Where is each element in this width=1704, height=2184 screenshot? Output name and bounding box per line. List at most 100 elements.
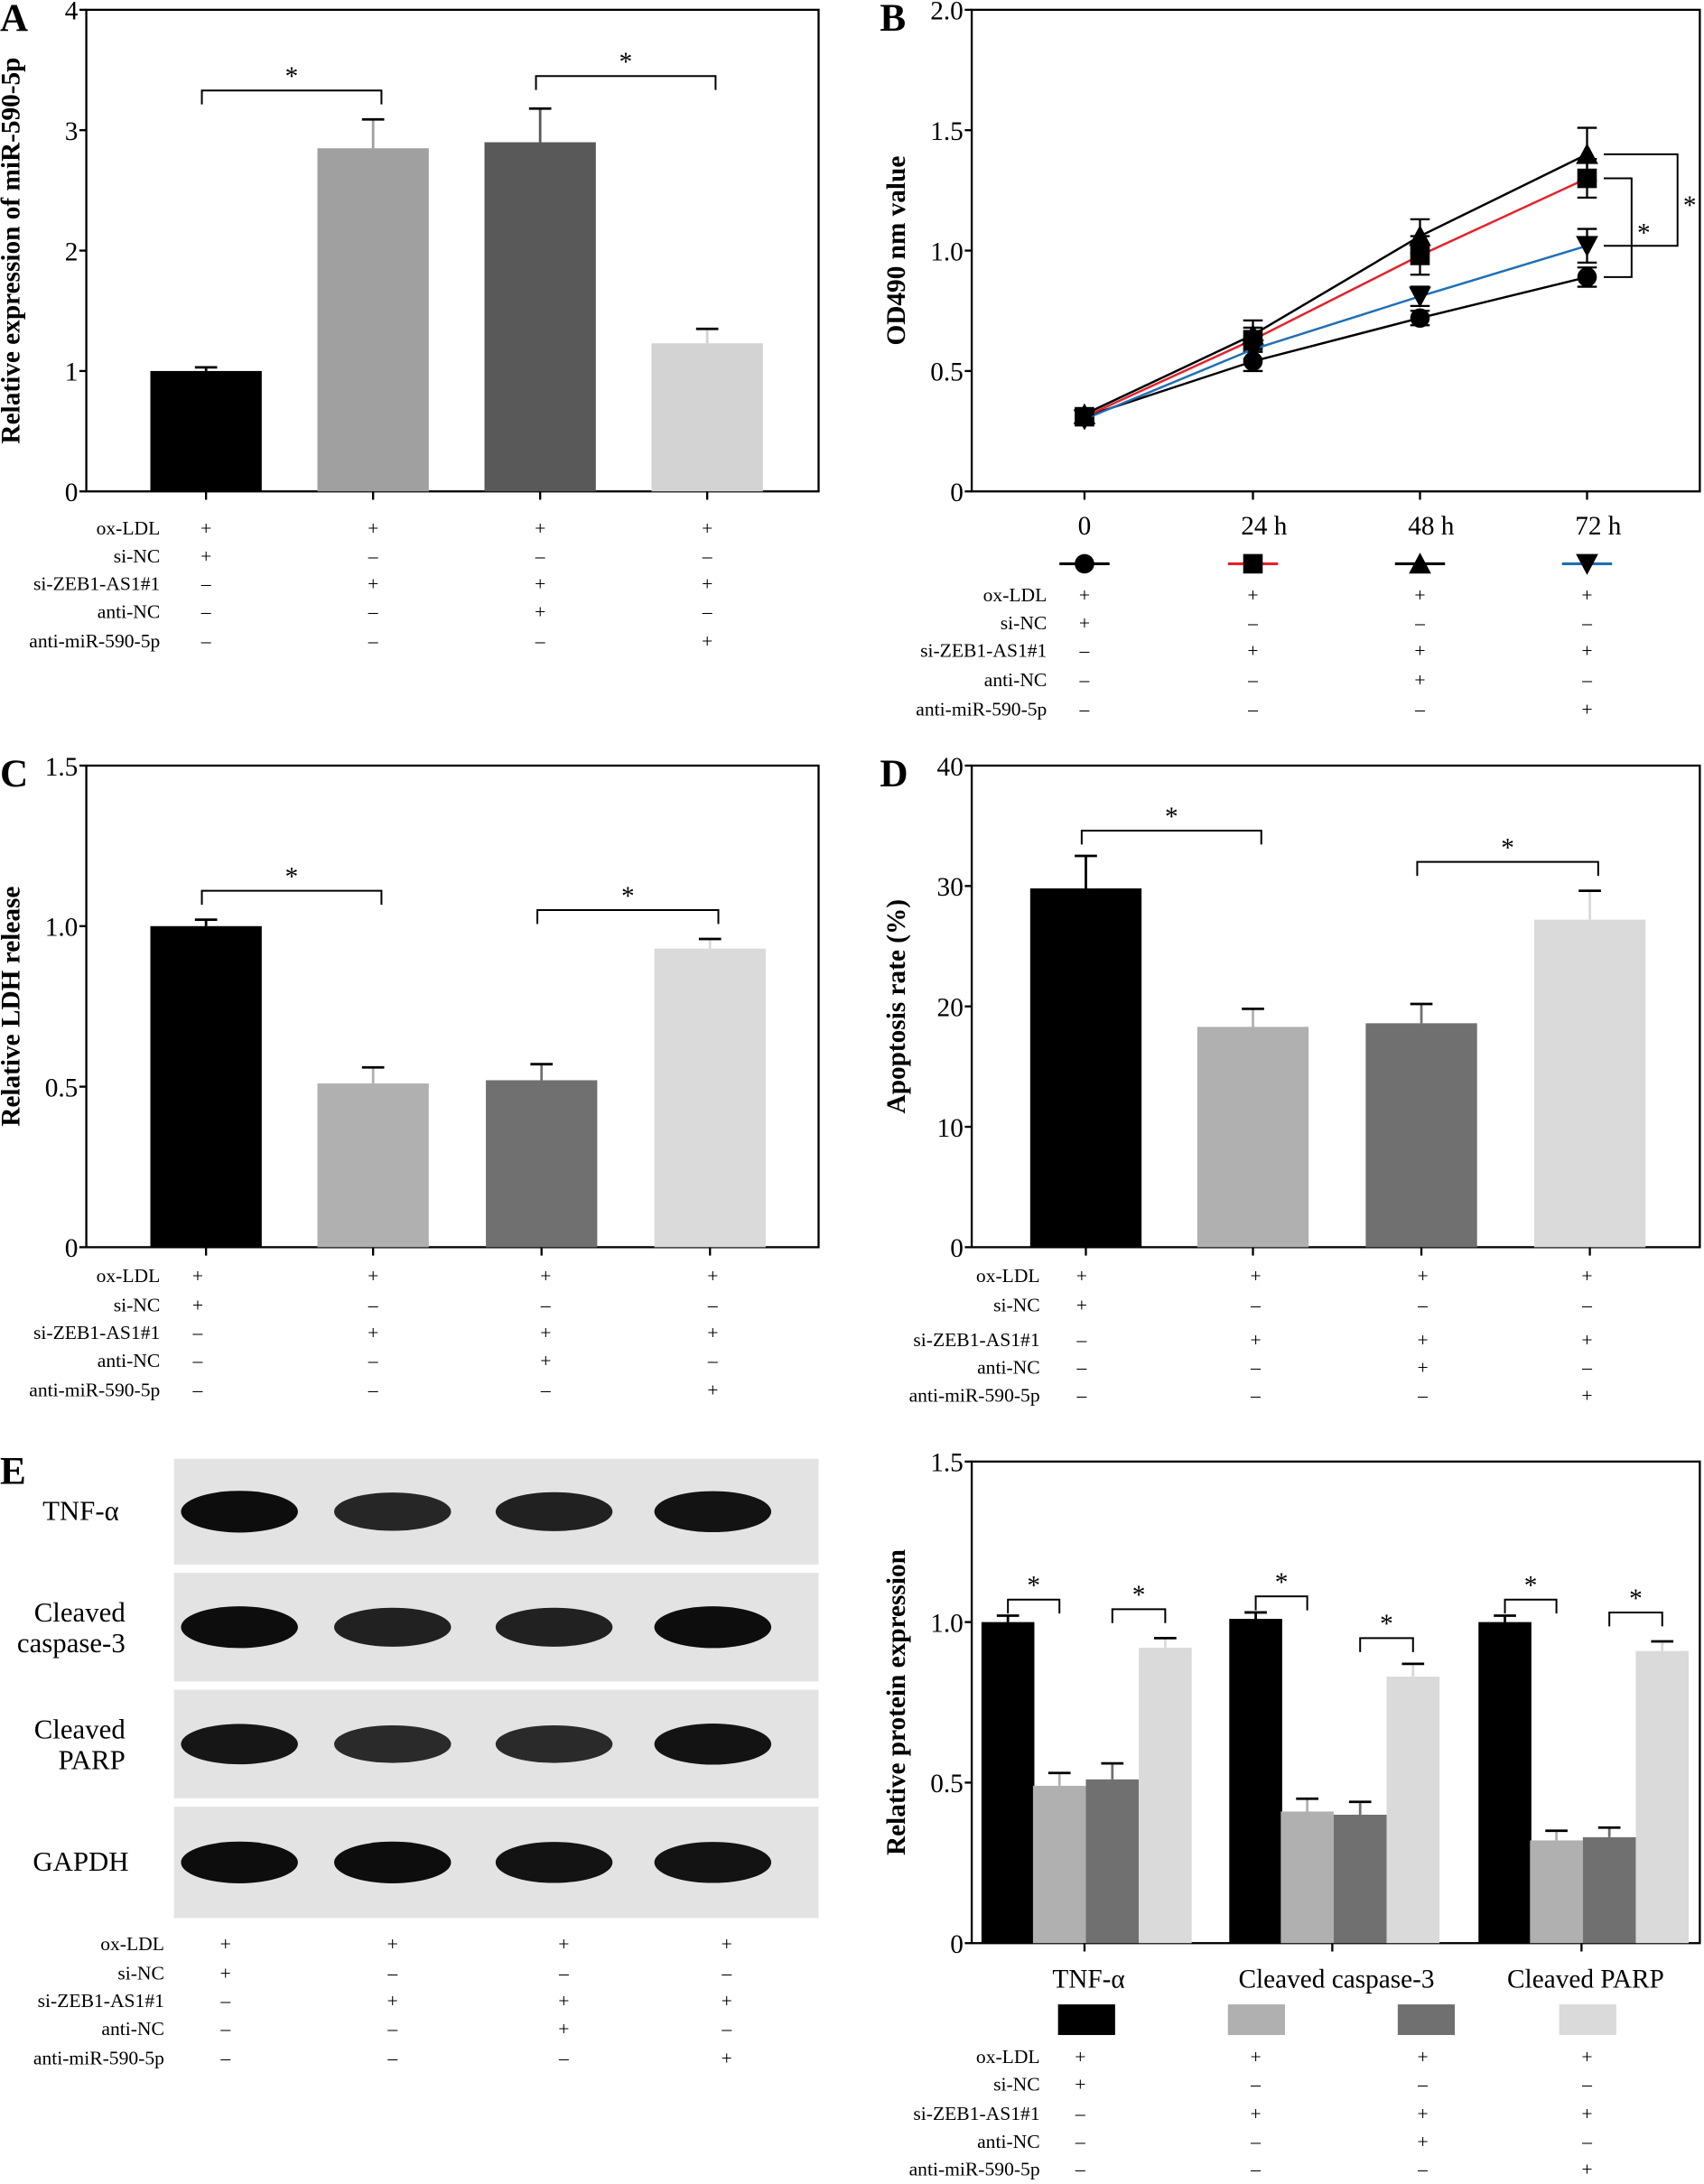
condition-mark: – (1247, 612, 1258, 634)
bar (1635, 1650, 1690, 1944)
condition-table: ox-LDL + + + + si-NC + – – – si-ZEB1-AS1#1 – + + + anti… (909, 2046, 1593, 2180)
series-circle (1075, 266, 1597, 427)
significance-label: * (1027, 1572, 1040, 1601)
panel-b-chart: 0 0.5 1.0 1.5 2.0 OD490 nm value 0 24 h 48 h 72 h… (882, 0, 1701, 575)
condition-mark: + (535, 573, 545, 595)
x-tick-label: 72 h (1575, 512, 1622, 541)
condition-table: ox-LDL + + + + si-NC + – – – si-ZEB1-AS1#1 – + + + anti… (29, 517, 712, 652)
condition-mark: + (1417, 2131, 1428, 2152)
x-tick-label: Cleaved PARP (1507, 1966, 1664, 1994)
condition-mark: + (368, 517, 378, 539)
condition-mark: – (1079, 640, 1090, 662)
y-axis-label: Relative LDH release (0, 887, 26, 1127)
condition-mark: – (368, 601, 378, 623)
western-blot: TNF-α Cleaved caspase-3 Cleaved PARP GAPDH (17, 1458, 819, 1919)
condition-mark: + (1250, 2046, 1261, 2068)
y-tick-label: 1 (65, 358, 79, 387)
condition-mark: + (722, 1990, 732, 2012)
condition-label: anti-NC (101, 2018, 164, 2040)
condition-mark: + (540, 1322, 551, 1343)
panel-label: C (0, 753, 28, 795)
blot-row-label: Cleaved PARP (34, 1715, 126, 1776)
condition-mark: – (368, 1294, 378, 1315)
bar (1085, 1779, 1140, 1944)
significance-bracket (1007, 1598, 1061, 1614)
condition-label: ox-LDL (976, 1265, 1040, 1287)
condition-mark: – (540, 1379, 551, 1400)
blot-row-label: TNF-α (42, 1496, 119, 1527)
y-tick-label: 2.0 (930, 0, 964, 26)
y-tick-label: 1.0 (930, 237, 964, 266)
bar (1333, 1814, 1387, 1944)
legend-swatch (1057, 2004, 1115, 2035)
significance-bracket (535, 75, 717, 90)
condition-label: anti-miR-590-5p (909, 1385, 1040, 1407)
significance-label: * (285, 863, 299, 892)
condition-label: si-ZEB1-AS1#1 (913, 1329, 1039, 1351)
condition-mark: – (368, 545, 378, 567)
series-line (1084, 275, 1588, 418)
condition-mark: – (1075, 2103, 1085, 2124)
condition-mark: – (1581, 2131, 1592, 2152)
condition-mark: – (1250, 1357, 1261, 1379)
panel-label: E (0, 1450, 26, 1492)
condition-mark: – (1414, 698, 1425, 720)
marker-triangle-down (1073, 409, 1096, 431)
condition-mark: + (200, 545, 211, 567)
condition-mark: + (220, 1933, 231, 1955)
panel-a-chart: 0 1 2 3 4 Relative expression of miR-590-5p * * (0, 0, 820, 507)
condition-mark: – (1250, 1294, 1261, 1315)
y-tick-label: 0 (950, 1234, 964, 1263)
condition-mark: – (1247, 698, 1258, 720)
condition-mark: + (1417, 1329, 1428, 1351)
y-tick-label: 0.5 (930, 1770, 964, 1798)
condition-mark: – (558, 2047, 569, 2068)
condition-label: si-ZEB1-AS1#1 (920, 640, 1047, 662)
condition-mark: – (1417, 2159, 1428, 2180)
protein-band (654, 1606, 772, 1649)
condition-mark: + (368, 573, 378, 595)
panel-label: A (0, 0, 28, 40)
y-axis-label: Relative protein expression (882, 1549, 911, 1855)
condition-label: si-ZEB1-AS1#1 (913, 2103, 1039, 2124)
marker-circle (1243, 351, 1263, 372)
bar (1530, 1840, 1583, 1944)
condition-label: ox-LDL (976, 2046, 1040, 2068)
condition-mark: – (1075, 1329, 1086, 1351)
condition-label: si-NC (1001, 612, 1048, 634)
x-tick-label: 24 h (1241, 512, 1288, 541)
significance-label: * (1275, 1568, 1289, 1597)
condition-mark: + (1079, 584, 1090, 606)
condition-mark: + (702, 517, 712, 539)
significance-bracket (536, 909, 720, 925)
condition-mark: – (386, 1962, 397, 1984)
y-tick-label: 1.5 (930, 117, 964, 146)
condition-mark: – (1581, 1294, 1592, 1315)
significance-bracket (1608, 1611, 1663, 1627)
condition-mark: – (535, 545, 545, 567)
condition-mark: – (1581, 669, 1592, 691)
condition-mark: + (1247, 640, 1258, 662)
x-tick-label: Cleaved caspase-3 (1238, 1966, 1434, 1994)
condition-mark: + (1075, 2046, 1085, 2068)
protein-band (654, 1842, 772, 1883)
condition-label: ox-LDL (97, 1265, 161, 1287)
bar (484, 142, 596, 492)
condition-mark: – (702, 601, 712, 623)
condition-mark: – (540, 1294, 551, 1315)
protein-band (495, 1842, 613, 1883)
condition-label: anti-NC (977, 1357, 1040, 1379)
condition-mark: + (1414, 584, 1425, 606)
condition-mark: – (707, 1350, 718, 1371)
condition-mark: + (535, 517, 545, 539)
y-tick-label: 1.0 (45, 914, 79, 943)
y-tick-label: 0 (65, 479, 79, 507)
condition-table: ox-LDL + + + + si-NC + – – – si-ZEB1-AS1#1 – + + + anti… (909, 1265, 1593, 1407)
condition-mark: + (540, 1350, 551, 1371)
panel-label: D (880, 753, 908, 795)
condition-mark: + (558, 1933, 569, 1955)
condition-label: ox-LDL (100, 1933, 164, 1955)
condition-mark: – (1250, 1385, 1261, 1407)
condition-mark: + (368, 1322, 378, 1343)
